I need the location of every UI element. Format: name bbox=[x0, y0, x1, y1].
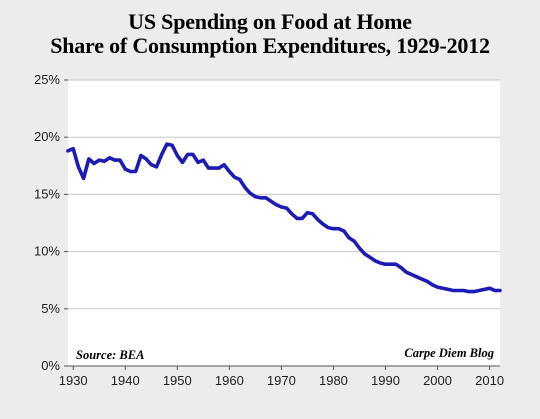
chart-title-line-2: Share of Consumption Expenditures, 1929-… bbox=[50, 33, 490, 58]
y-tick-label: 25% bbox=[34, 72, 60, 87]
y-tick-label: 10% bbox=[34, 244, 60, 259]
x-tick-label: 1940 bbox=[111, 373, 140, 388]
tick-labels: 0% 5% 10% 15% 20% 25% 1930 1940 1950 1960 1970 1980… bbox=[34, 72, 504, 388]
x-tick-label: 1950 bbox=[163, 373, 192, 388]
y-tick-label: 5% bbox=[41, 301, 60, 316]
x-tick-label: 1990 bbox=[371, 373, 400, 388]
chart-title: US Spending on Food at Home Share of Con… bbox=[0, 10, 540, 58]
series-layer bbox=[66, 142, 502, 294]
x-tick-label: 1960 bbox=[215, 373, 244, 388]
x-tick-label: 2010 bbox=[475, 373, 504, 388]
axes bbox=[64, 79, 500, 370]
series-line-0 bbox=[66, 142, 502, 294]
chart-title-line-1: US Spending on Food at Home bbox=[128, 9, 412, 34]
plot-area bbox=[68, 80, 500, 366]
source-note: Source: BEA bbox=[76, 348, 144, 362]
x-tick-label: 1970 bbox=[267, 373, 296, 388]
y-tick-label: 20% bbox=[34, 129, 60, 144]
credit-note: Carpe Diem Blog bbox=[404, 346, 494, 360]
x-tick-label: 1980 bbox=[319, 373, 348, 388]
gridlines bbox=[68, 79, 500, 310]
x-tick-label: 1930 bbox=[59, 373, 88, 388]
x-tick-label: 2000 bbox=[423, 373, 452, 388]
y-tick-label: 15% bbox=[34, 186, 60, 201]
y-tick-label: 0% bbox=[41, 358, 60, 373]
